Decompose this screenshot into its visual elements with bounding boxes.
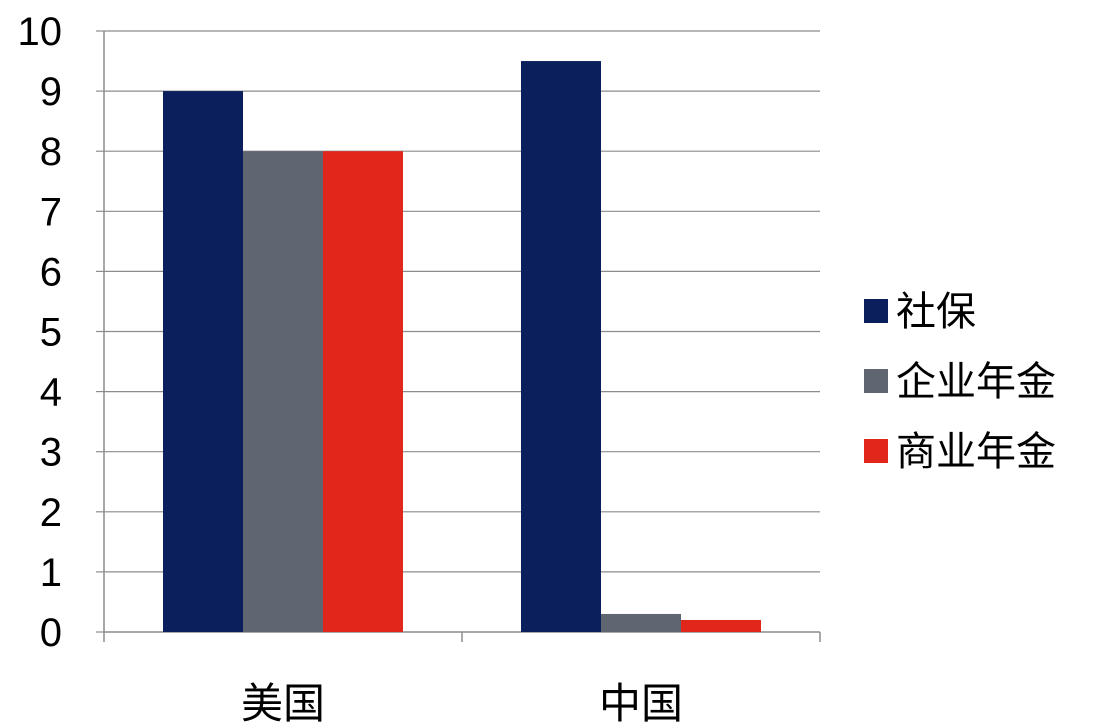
category-label: 中国 [599, 679, 683, 728]
y-tick-label: 1 [40, 551, 62, 595]
y-tick-label: 10 [18, 10, 63, 54]
bar-1-1 [163, 91, 243, 633]
y-tick-label: 9 [40, 70, 62, 114]
y-tick-label: 8 [40, 130, 62, 174]
y-axis-tick-labels: 0 1 2 3 4 5 6 7 8 9 10 [18, 10, 63, 655]
bars [163, 61, 761, 633]
legend-label: 企业年金 [896, 359, 1056, 405]
bar-2-2 [601, 613, 681, 632]
y-tick-label: 0 [40, 611, 62, 655]
y-tick-label: 2 [40, 491, 62, 535]
legend-label: 商业年金 [896, 429, 1056, 475]
legend-label: 社保 [896, 289, 976, 335]
y-tick-label: 3 [40, 431, 62, 475]
bar-3-1 [323, 151, 403, 632]
legend-swatch [864, 299, 888, 323]
y-tick-label: 7 [40, 190, 62, 234]
legend-swatch [864, 369, 888, 393]
bar-2-1 [243, 151, 323, 632]
category-label: 美国 [241, 679, 325, 728]
legend-swatch [864, 439, 888, 463]
bar-3-2 [681, 619, 761, 632]
y-tick-label: 6 [40, 250, 62, 294]
y-tick-label: 4 [40, 371, 62, 415]
bar-1-2 [521, 61, 601, 633]
y-tick-label: 5 [40, 311, 62, 355]
x-axis-category-labels: 美国 中国 [241, 679, 683, 728]
